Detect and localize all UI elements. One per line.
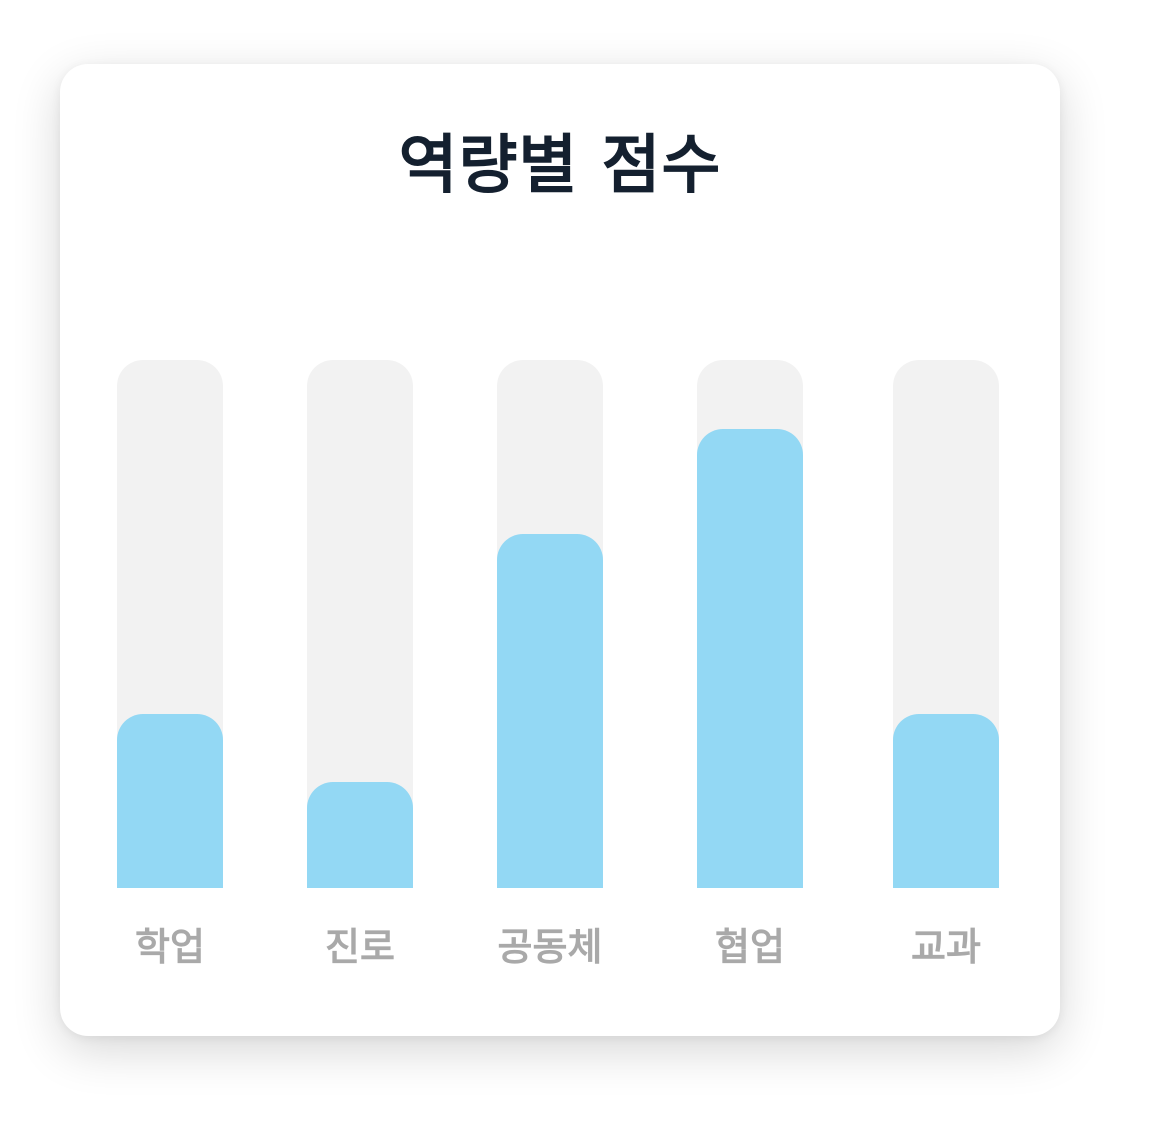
category-label: 교과 <box>911 925 981 969</box>
bar-track <box>497 360 603 888</box>
category-label: 진로 <box>325 925 395 969</box>
category-label: 협업 <box>715 925 785 969</box>
chart-card: 역량별 점수 학업 진로 공동체 협업 교과 <box>60 64 1060 1036</box>
bar-track <box>117 360 223 888</box>
bar-track <box>697 360 803 888</box>
bar <box>893 714 999 888</box>
bar <box>117 714 223 888</box>
bar <box>697 429 803 888</box>
bar-track <box>893 360 999 888</box>
category-label: 공동체 <box>497 925 603 969</box>
bar-track <box>307 360 413 888</box>
category-label: 학업 <box>135 925 205 969</box>
chart-title: 역량별 점수 <box>398 129 722 203</box>
bar <box>307 782 413 888</box>
bar <box>497 534 603 888</box>
